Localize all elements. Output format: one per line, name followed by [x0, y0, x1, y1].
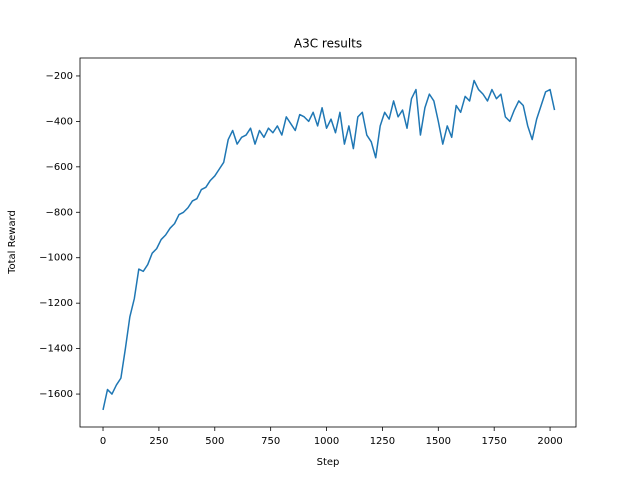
x-tick-label: 1000	[314, 436, 339, 447]
y-tick-label: −600	[46, 162, 73, 173]
chart-title: A3C results	[294, 37, 362, 51]
y-tick-label: −200	[46, 71, 73, 82]
x-tick-label: 1750	[481, 436, 506, 447]
y-tick-label: −800	[46, 207, 73, 218]
x-tick-label: 0	[100, 436, 106, 447]
y-tick-label: −1600	[39, 389, 73, 400]
x-tick-label: 250	[149, 436, 168, 447]
y-tick-label: −1200	[39, 298, 73, 309]
y-tick-label: −1000	[39, 253, 73, 264]
plot-frame	[79, 57, 577, 428]
x-tick-label: 500	[205, 436, 224, 447]
data-line	[102, 79, 556, 411]
x-tick-label: 2000	[537, 436, 562, 447]
y-tick-label: −400	[46, 116, 73, 127]
y-axis-label: Total Reward	[7, 210, 18, 275]
x-tick-label: 1500	[426, 436, 451, 447]
y-tick-label: −1400	[39, 344, 73, 355]
x-axis-label: Step	[317, 457, 340, 468]
x-tick-label: 1250	[370, 436, 395, 447]
x-tick-label: 750	[261, 436, 280, 447]
